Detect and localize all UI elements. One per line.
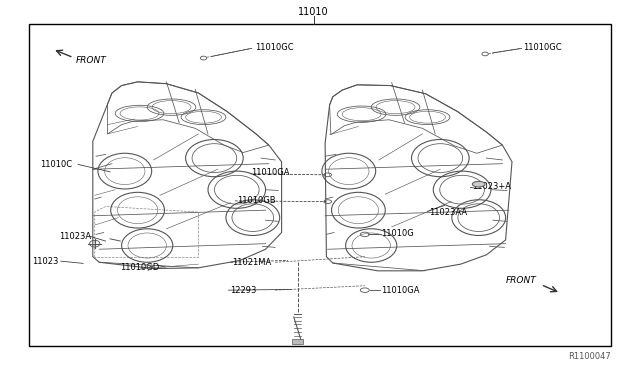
Text: 11010GB: 11010GB	[237, 196, 275, 205]
Text: 11021MA: 11021MA	[232, 258, 271, 267]
Text: 11023: 11023	[32, 257, 58, 266]
Text: 11010GC: 11010GC	[524, 43, 562, 52]
Text: 11010G: 11010G	[381, 229, 414, 238]
Text: 11010GC: 11010GC	[255, 43, 293, 52]
Text: 11010C: 11010C	[40, 160, 72, 169]
FancyBboxPatch shape	[292, 339, 303, 344]
Text: FRONT: FRONT	[76, 56, 106, 65]
Text: 11010GA: 11010GA	[252, 169, 290, 177]
Text: 11010GA: 11010GA	[381, 286, 420, 295]
Bar	[29, 24, 611, 346]
Text: 11023+A: 11023+A	[472, 182, 511, 191]
Ellipse shape	[472, 181, 485, 187]
Text: FRONT: FRONT	[506, 276, 536, 285]
Text: 11010: 11010	[298, 7, 329, 17]
Text: 11010GD: 11010GD	[120, 263, 159, 272]
Text: R1100047: R1100047	[568, 352, 611, 361]
Text: 11023AA: 11023AA	[429, 208, 467, 217]
Text: 12293: 12293	[230, 286, 257, 295]
Text: 11023A: 11023A	[59, 232, 91, 241]
